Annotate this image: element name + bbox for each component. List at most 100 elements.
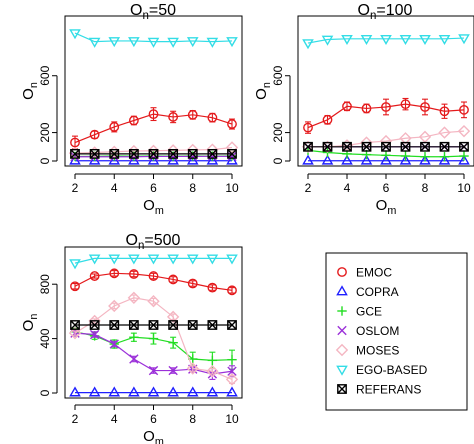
data-point xyxy=(128,269,139,279)
y-tick-label: 0 xyxy=(38,389,52,396)
data-point xyxy=(129,354,139,364)
data-point xyxy=(380,154,392,165)
data-point xyxy=(400,151,411,161)
error-bar xyxy=(229,287,235,294)
data-point xyxy=(301,140,315,153)
error-bar xyxy=(72,330,78,336)
legend-label: EMOC xyxy=(356,266,392,280)
data-point xyxy=(207,355,218,366)
plot-frame xyxy=(64,246,243,399)
data-point xyxy=(167,254,179,265)
data-point xyxy=(225,141,239,154)
series-gce xyxy=(303,145,469,162)
data-point xyxy=(69,386,81,397)
data-point xyxy=(459,104,469,115)
series-ego-based xyxy=(69,254,238,270)
x-tick-label: 2 xyxy=(72,181,79,195)
plot-frame xyxy=(64,15,243,167)
panel-title-sub: n xyxy=(138,240,144,252)
data-point xyxy=(108,299,121,313)
data-point xyxy=(186,154,199,165)
legend-label: OSLOM xyxy=(356,324,399,338)
x-tick-label: 8 xyxy=(422,181,429,195)
y-axis: 0 400 800 On xyxy=(20,274,58,396)
data-point xyxy=(167,386,179,397)
data-point xyxy=(167,154,179,165)
panel-title-tail: =50 xyxy=(149,2,176,19)
legend-label: COPRA xyxy=(356,285,399,299)
data-point xyxy=(70,281,80,292)
data-point xyxy=(147,386,160,397)
legend-box xyxy=(325,252,468,411)
data-point xyxy=(108,254,121,265)
data-point xyxy=(89,329,100,340)
data-point xyxy=(187,109,198,120)
x-tick-label: 4 xyxy=(111,412,118,426)
x-tick-label: 2 xyxy=(72,412,79,426)
data-point xyxy=(226,254,238,265)
legend-marker xyxy=(337,306,347,316)
data-point xyxy=(206,386,219,397)
data-point xyxy=(207,148,218,159)
x-tick-label: 8 xyxy=(189,181,196,195)
y-axis-label-sub: n xyxy=(261,82,273,88)
panel-title-base: O xyxy=(126,232,138,249)
data-point xyxy=(148,148,159,159)
panel-title-base: O xyxy=(358,2,370,19)
series-emoc xyxy=(303,97,469,134)
data-point xyxy=(399,132,412,145)
data-point xyxy=(381,141,391,152)
data-point xyxy=(399,154,412,165)
error-bar xyxy=(150,272,157,280)
error-bar xyxy=(383,98,389,116)
data-point xyxy=(128,320,139,330)
data-point xyxy=(227,320,237,330)
data-point xyxy=(227,148,237,159)
panel-title: On=50 xyxy=(130,2,176,22)
data-point xyxy=(128,148,139,159)
data-point xyxy=(166,310,180,324)
plot-frame xyxy=(297,15,474,167)
x-axis-label: Om xyxy=(143,197,164,217)
data-point xyxy=(420,141,430,152)
y-axis-label: On xyxy=(20,82,40,100)
y-tick-label: 600 xyxy=(271,65,285,85)
data-point xyxy=(109,121,120,132)
data-point xyxy=(438,126,451,139)
data-point xyxy=(147,254,160,265)
y-axis-label-base: O xyxy=(253,88,270,100)
legend-label: EGO-BASED xyxy=(356,363,428,377)
x-tick-label: 10 xyxy=(225,181,239,195)
data-point xyxy=(207,282,218,293)
x-tick-label: 2 xyxy=(305,181,312,195)
data-point xyxy=(206,365,219,378)
data-point xyxy=(108,386,121,397)
error-bar xyxy=(170,276,177,283)
data-point xyxy=(400,99,411,110)
data-point xyxy=(109,320,120,330)
data-point xyxy=(148,365,159,376)
data-point xyxy=(380,34,392,45)
data-point xyxy=(227,285,237,296)
legend-marker xyxy=(337,325,347,336)
data-point xyxy=(168,320,179,330)
legend-label: MOSES xyxy=(356,344,399,358)
data-point xyxy=(227,366,237,376)
legend-item-gce: GCE xyxy=(337,305,382,319)
data-point xyxy=(420,152,430,162)
data-point xyxy=(227,354,237,365)
legend-marker xyxy=(337,267,347,277)
legend-item-ego-based: EGO-BASED xyxy=(336,363,428,377)
legend-item-moses: MOSES xyxy=(335,344,399,358)
panel-title-sub: n xyxy=(370,10,376,22)
legend-item-oslom: OSLOM xyxy=(337,324,399,338)
x-tick-label: 6 xyxy=(383,181,390,195)
series-ego-based xyxy=(302,34,470,50)
data-point xyxy=(168,274,179,285)
y-axis-label-base: O xyxy=(20,88,37,100)
data-point xyxy=(148,271,159,281)
